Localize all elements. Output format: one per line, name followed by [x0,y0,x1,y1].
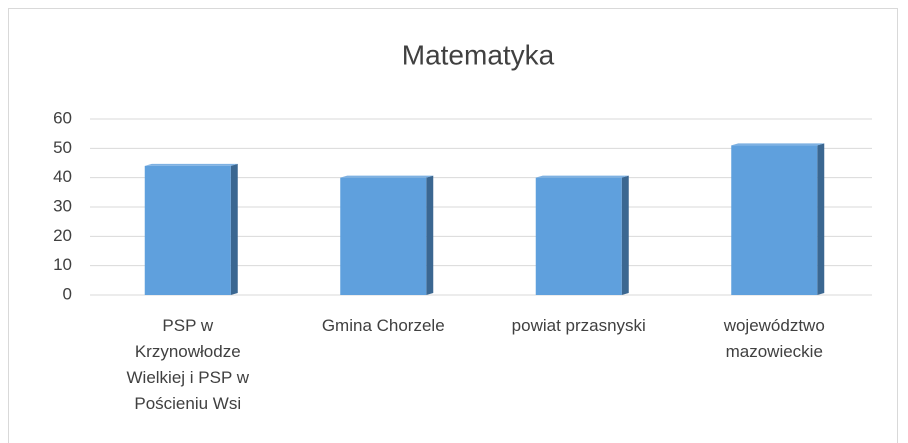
y-tick-label: 40 [53,167,72,186]
bar [535,177,622,295]
y-tick-label: 0 [63,284,72,303]
x-tick-label: województwo mazowieckie [723,316,825,361]
bar-top [340,175,434,178]
bar-side [230,163,238,295]
y-tick-label: 50 [53,138,72,157]
chart-title: Matematyka [402,39,555,70]
bar-top [535,175,629,178]
y-tick-label: 60 [53,108,72,127]
bar-side [817,143,825,295]
x-tick-label: PSP w Krzynowłodze Wielkiej i PSP w Pośc… [126,316,250,413]
bar-top [731,143,825,146]
y-tick-label: 20 [53,226,72,245]
x-tick-label: Gmina Chorzele [321,316,445,335]
bar [144,165,231,295]
bar [731,145,818,295]
y-tick-label: 10 [53,255,72,274]
bar-side [621,175,629,295]
x-tick-label: powiat przasnyski [511,316,646,335]
bar-side [426,175,434,295]
bar [340,177,427,295]
bar-top [144,163,238,166]
y-tick-label: 30 [53,196,72,215]
